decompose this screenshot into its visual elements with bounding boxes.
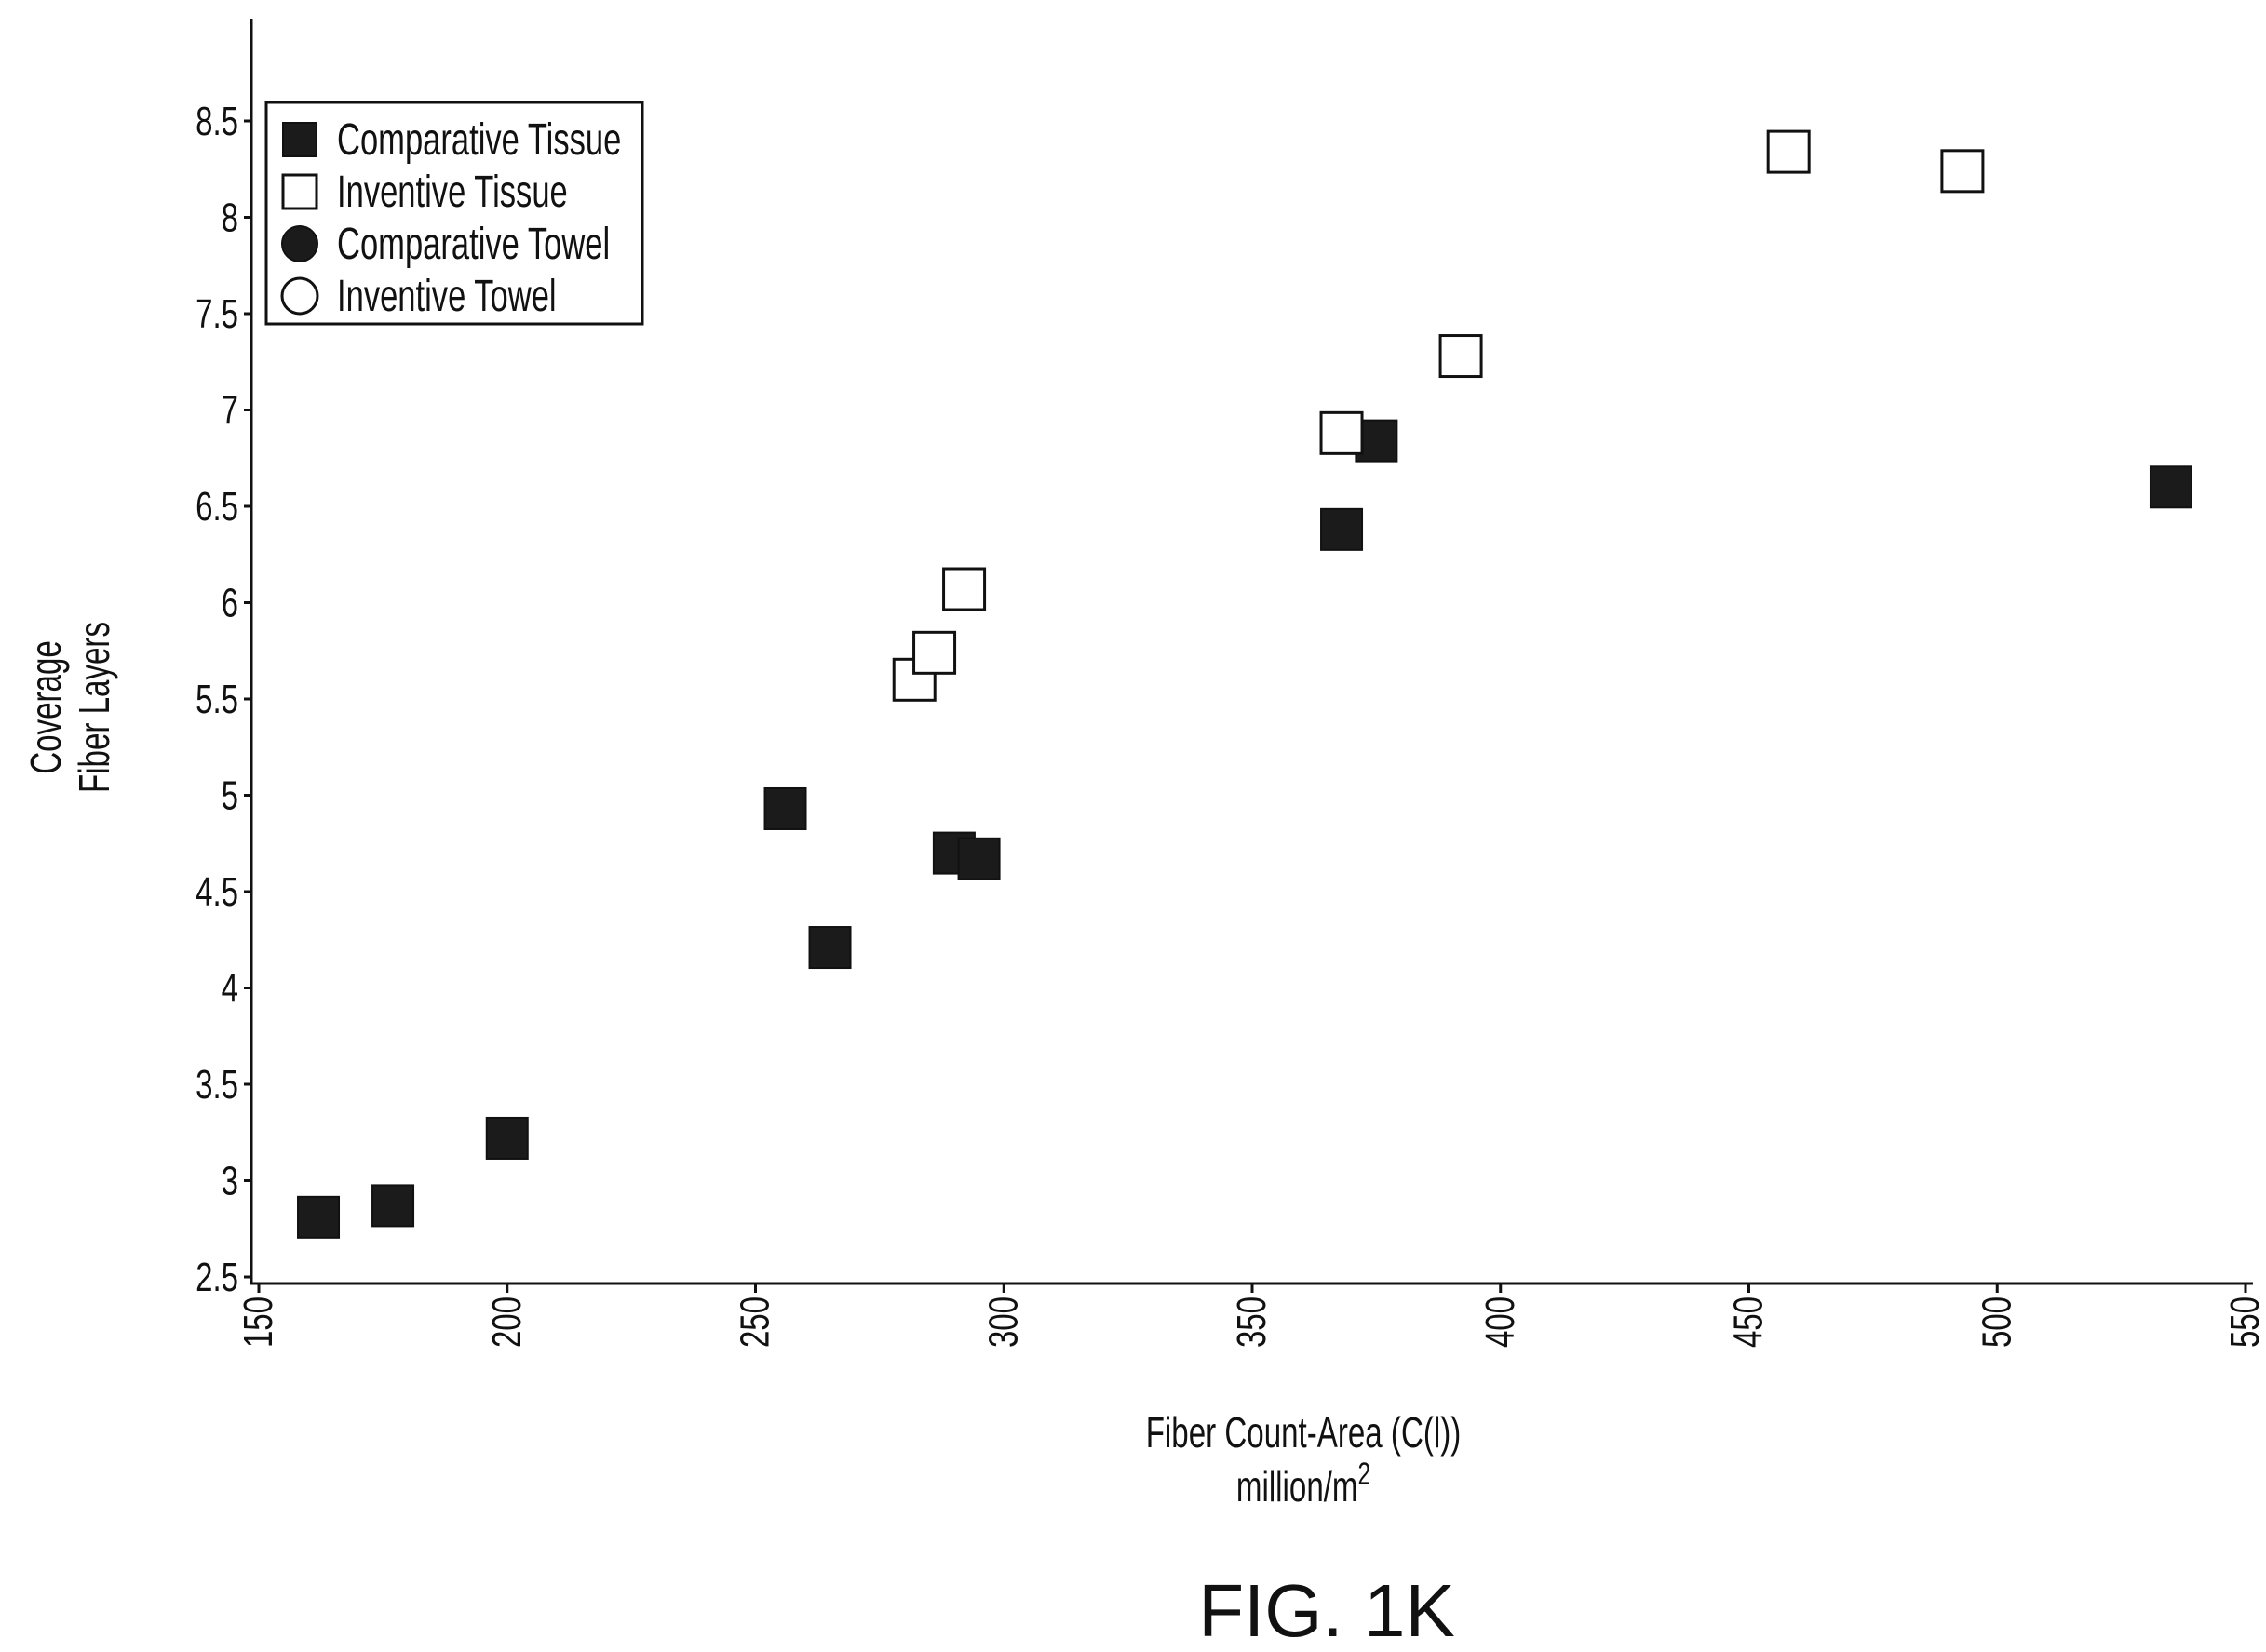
y-tick-label: 2.5 — [196, 1256, 238, 1301]
y-tick-label: 7 — [222, 388, 238, 434]
y-axis-ticks: 2.5 3 3.5 4 4.5 5 5.5 6 6.5 7 7.5 8 8.5 — [196, 100, 251, 1301]
figure-caption: FIG. 1K — [1198, 1569, 1455, 1652]
legend-label-inventive-towel: Inventive Towel — [337, 270, 557, 320]
y-tick-label: 7.5 — [196, 292, 238, 338]
comparative-tissue-point — [763, 786, 807, 830]
inventive-tissue-point — [942, 567, 987, 611]
x-tick-label: 450 — [1726, 1296, 1772, 1348]
legend-label-inventive-tissue: Inventive Tissue — [337, 166, 568, 216]
x-tick-label: 550 — [2223, 1296, 2266, 1348]
x-axis-ticks: 150 200 250 300 350 400 450 500 550 — [236, 1283, 2266, 1348]
legend-label-comparative-tissue: Comparative Tissue — [337, 114, 621, 164]
comparative-tissue-point — [297, 1195, 341, 1239]
comparative-tissue-point — [808, 926, 852, 970]
x-tick-label: 200 — [484, 1296, 530, 1348]
y-tick-label: 5.5 — [196, 678, 238, 723]
legend-marker-comparative-tissue — [282, 122, 317, 157]
data-points — [297, 129, 2192, 1239]
x-tick-label: 500 — [1975, 1296, 2020, 1348]
x-axis-label-line-1: Fiber Count-Area (C(l)) — [1146, 1410, 1462, 1457]
inventive-tissue-point — [1438, 334, 1483, 379]
x-tick-label: 150 — [236, 1296, 282, 1348]
comparative-tissue-point — [1320, 507, 1364, 551]
y-tick-label: 6 — [222, 581, 238, 626]
y-axis-label: Coverage Fiber Layers — [23, 622, 118, 793]
y-tick-label: 8 — [222, 195, 238, 241]
x-axis-label: Fiber Count-Area (C(l)) million/m2 — [1146, 1410, 1462, 1511]
inventive-tissue-point — [1766, 129, 1811, 174]
y-axis-label-line-2: Fiber Layers — [72, 622, 118, 793]
inventive-tissue-point — [912, 630, 957, 675]
y-tick-label: 3 — [222, 1159, 238, 1204]
legend-box — [264, 101, 644, 326]
x-tick-label: 400 — [1477, 1296, 1523, 1348]
legend-marker-inventive-tissue — [281, 173, 318, 210]
y-tick-label: 4.5 — [196, 870, 238, 916]
x-tick-label: 350 — [1230, 1296, 1275, 1348]
inventive-tissue-point — [1940, 149, 1985, 194]
x-axis-label-line-2: million/m2 — [1236, 1457, 1370, 1511]
legend-marker-inventive-towel — [280, 276, 319, 316]
legend: Comparative Tissue Inventive Tissue Comp… — [264, 101, 644, 326]
legend-label-comparative-towel: Comparative Towel — [337, 218, 610, 268]
comparative-tissue-point — [957, 837, 1001, 880]
y-tick-label: 3.5 — [196, 1063, 238, 1108]
x-tick-label: 300 — [981, 1296, 1027, 1348]
comparative-tissue-point — [371, 1184, 415, 1228]
y-tick-label: 8.5 — [196, 100, 238, 145]
x-tick-label: 250 — [733, 1296, 778, 1348]
inventive-tissue-point — [1319, 410, 1364, 455]
y-tick-label: 5 — [222, 773, 238, 819]
x-axis-label-superscript: 2 — [1358, 1457, 1371, 1492]
y-axis-label-line-1: Coverage — [23, 640, 70, 774]
legend-marker-comparative-towel — [281, 225, 318, 262]
y-tick-label: 6.5 — [196, 485, 238, 531]
comparative-tissue-point — [485, 1116, 529, 1160]
x-axis-label-unit: million/m — [1236, 1464, 1358, 1511]
comparative-tissue-point — [2149, 465, 2192, 509]
y-tick-label: 4 — [222, 966, 238, 1012]
